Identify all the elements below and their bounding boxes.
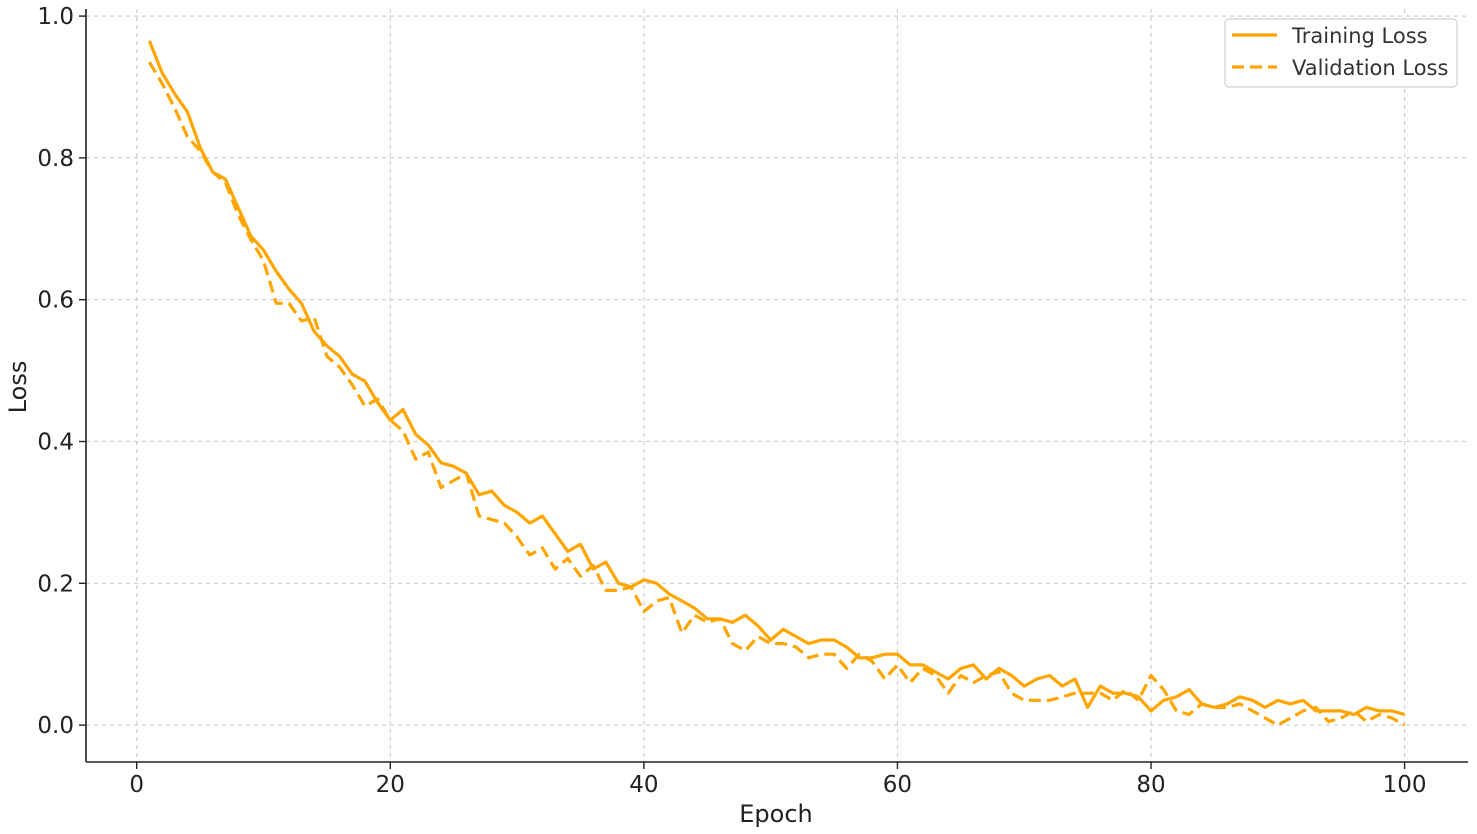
y-tick-label: 0.4	[37, 430, 74, 456]
series-layer	[147, 40, 1406, 727]
series-line-training-loss	[147, 40, 1406, 717]
x-axis-label: Epoch	[739, 800, 813, 828]
x-tick-label: 0	[129, 772, 144, 798]
x-tick-label: 80	[1136, 772, 1165, 798]
y-axis-label: Loss	[4, 361, 32, 414]
legend-box	[1224, 18, 1458, 88]
y-tick-label: 0.8	[37, 146, 74, 172]
y-tick-label: 0.0	[37, 713, 74, 739]
legend-label-training: Training Loss	[1291, 24, 1428, 48]
y-tick-label: 1.0	[37, 4, 74, 30]
x-tick-label: 60	[883, 772, 912, 798]
x-tick-label: 100	[1383, 772, 1427, 798]
x-tick-label: 40	[629, 772, 658, 798]
axes	[85, 9, 1468, 763]
grid-lines	[86, 9, 1468, 762]
series-line-validation-loss	[148, 61, 1406, 727]
y-tick-label: 0.2	[37, 571, 74, 597]
ticks: 0 20 40 60 80 100 0.0 0.2 0.4 0.6 0.8 1.0	[37, 4, 1426, 798]
legend-label-validation: Validation Loss	[1292, 56, 1448, 80]
legend: Training Loss Validation Loss	[1224, 18, 1458, 88]
y-tick-label: 0.6	[37, 288, 74, 314]
x-tick-label: 20	[376, 772, 405, 798]
